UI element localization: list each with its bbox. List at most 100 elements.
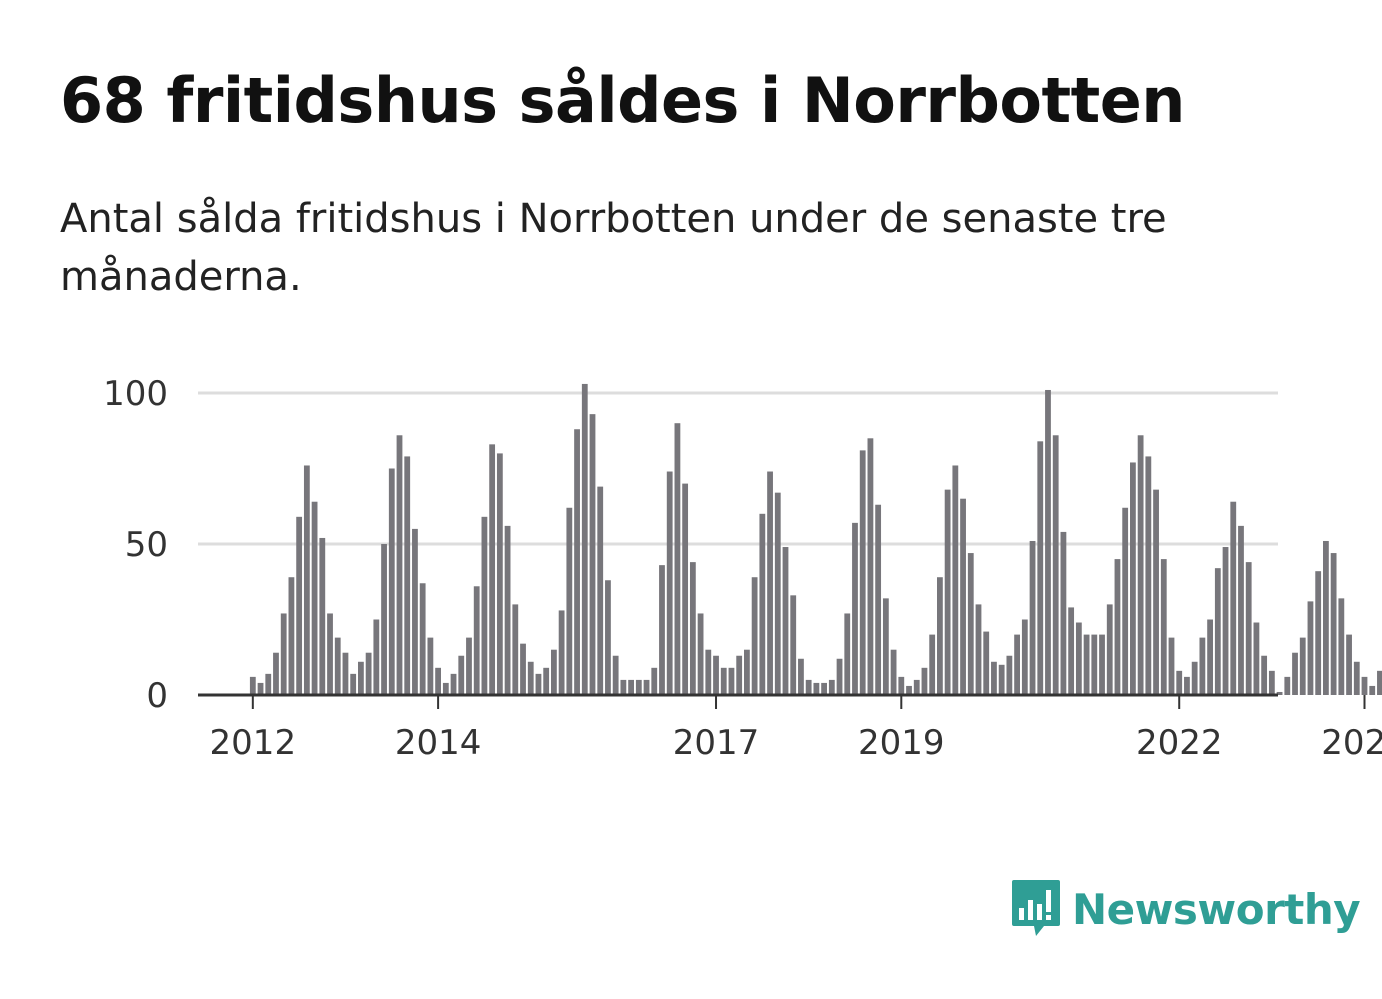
bar xyxy=(960,498,966,695)
bar xyxy=(1268,670,1275,695)
bar xyxy=(1377,670,1382,695)
bar xyxy=(805,679,812,695)
x-tick-label: 2017 xyxy=(673,723,760,763)
bar xyxy=(713,655,719,695)
bar xyxy=(489,444,496,695)
bar xyxy=(1153,489,1159,695)
bar xyxy=(1014,634,1020,695)
bar xyxy=(782,547,789,695)
bar xyxy=(1315,571,1322,695)
bar xyxy=(767,471,773,695)
bar xyxy=(1346,634,1352,695)
bar xyxy=(1222,547,1229,695)
bar xyxy=(1114,559,1121,695)
bar xyxy=(388,468,395,695)
bar xyxy=(1307,601,1314,695)
bar xyxy=(744,649,750,695)
bar xyxy=(327,613,333,695)
bar xyxy=(466,637,472,695)
bar xyxy=(257,682,264,695)
y-tick-label: 0 xyxy=(146,676,168,716)
bar xyxy=(952,465,959,695)
bar xyxy=(551,649,557,695)
bar xyxy=(319,537,326,695)
bar xyxy=(450,673,457,695)
bar xyxy=(1361,676,1368,695)
chart-subtitle: Antal sålda fritidshus i Norrbotten unde… xyxy=(60,196,1167,300)
bar xyxy=(798,658,804,695)
bar xyxy=(836,658,843,695)
bar xyxy=(867,438,874,695)
bar xyxy=(620,679,627,695)
bar xyxy=(288,577,295,695)
bar xyxy=(983,631,990,695)
bar xyxy=(759,513,766,695)
bar xyxy=(303,465,310,695)
bar xyxy=(1145,456,1152,695)
bar xyxy=(1191,661,1198,695)
bar xyxy=(1207,619,1213,695)
bar xyxy=(365,652,372,695)
bar xyxy=(504,525,511,695)
bar xyxy=(1122,507,1129,695)
bar xyxy=(1168,637,1175,695)
bar xyxy=(728,667,735,695)
bar xyxy=(1238,525,1244,695)
bar xyxy=(1176,670,1183,695)
bar xyxy=(404,456,411,695)
bar xyxy=(991,661,997,695)
bar xyxy=(435,667,441,695)
bar xyxy=(311,501,318,695)
bar xyxy=(496,453,503,695)
bar xyxy=(1137,435,1144,695)
bar xyxy=(1292,652,1298,695)
bar xyxy=(751,577,758,695)
x-tick-label: 2014 xyxy=(395,723,482,763)
bar xyxy=(1029,540,1036,695)
bar xyxy=(589,414,596,695)
bar xyxy=(520,643,526,695)
bar xyxy=(296,516,303,695)
bar xyxy=(1037,441,1044,695)
bar xyxy=(875,504,882,695)
bar xyxy=(705,649,712,695)
bar xyxy=(1060,531,1067,695)
bar xyxy=(381,544,387,695)
bar xyxy=(481,516,488,695)
bar xyxy=(844,613,851,695)
bar xyxy=(659,565,665,695)
bar xyxy=(1068,607,1075,695)
bar xyxy=(342,652,349,695)
bar xyxy=(373,619,380,695)
bar xyxy=(566,507,573,695)
bar xyxy=(612,655,619,695)
bar xyxy=(1369,685,1376,695)
bar xyxy=(674,423,681,695)
bar xyxy=(543,667,550,695)
bar xyxy=(774,492,781,695)
bar xyxy=(1052,435,1059,695)
bar xyxy=(937,577,943,695)
bar xyxy=(906,685,912,695)
bar xyxy=(442,682,449,695)
bar xyxy=(581,383,588,695)
bar xyxy=(412,528,418,695)
bar xyxy=(1160,559,1167,695)
bar xyxy=(396,435,403,695)
bar xyxy=(628,679,634,695)
bar xyxy=(1130,462,1136,695)
bar xyxy=(1199,637,1206,695)
bar xyxy=(419,583,426,695)
bar xyxy=(1184,676,1190,695)
x-tick-label: 2024 xyxy=(1321,723,1382,763)
bar xyxy=(1214,568,1221,695)
bar xyxy=(998,664,1005,695)
newsworthy-bars-icon xyxy=(1012,880,1060,936)
bar xyxy=(1323,540,1329,695)
bar xyxy=(535,673,542,695)
bar xyxy=(821,682,827,695)
bar xyxy=(473,586,480,695)
bar xyxy=(651,667,658,695)
bar xyxy=(1253,622,1260,695)
bar xyxy=(1276,691,1283,695)
